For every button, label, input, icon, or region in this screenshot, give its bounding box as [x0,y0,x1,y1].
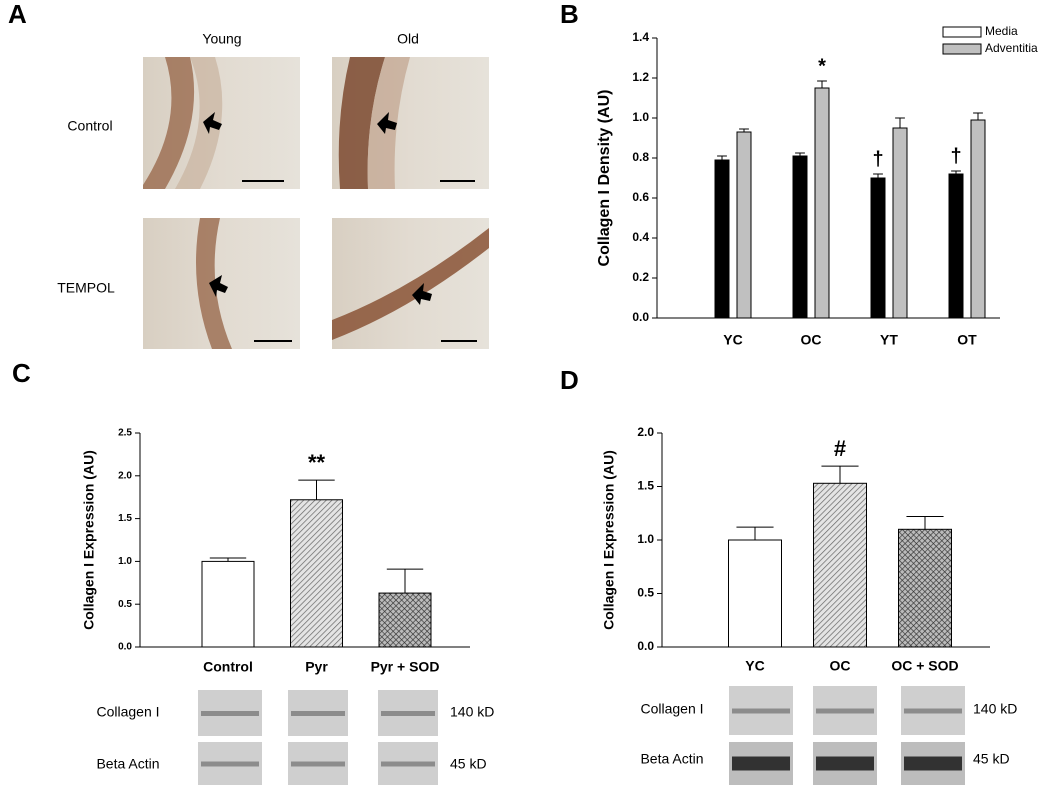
blot-band [816,708,874,714]
x-tick-label: YT [880,332,898,348]
blot-label: Beta Actin [640,751,703,767]
panel-letter: A [8,0,27,29]
annotation: ** [308,450,326,475]
bar [898,528,952,648]
y-tick-label: 1.0 [118,556,132,567]
y-tick-label: 2.5 [118,428,132,439]
x-tick-label: OC [801,332,822,348]
y-tick-label: 1.4 [632,30,649,44]
column-label: Young [202,31,241,47]
x-tick-label: YC [745,658,764,674]
blot-band [904,708,962,714]
blot-band [732,708,790,714]
blot-band [381,711,435,716]
annotation: † [872,148,883,170]
y-tick-label: 1.5 [637,479,654,493]
blot-size: 45 kD [450,756,487,772]
blot-label: Beta Actin [96,756,159,772]
blot-label: Collagen I [640,701,703,717]
panel-a: A Young Old Control TEMPOL [8,0,489,349]
panel: C 0.0 0.5 1.0 1.5 2.0 2.5 Collagen I Expression… [12,358,494,785]
legend-label: Adventitia [985,41,1038,55]
panel: B 0.0 0.2 0.4 0.6 0.8 1.0 1.2 1.4 Collagen I Dens… [560,0,1038,348]
y-axis-label: Collagen I Density (AU) [596,90,613,267]
annotation: # [834,436,846,461]
y-tick-label: 1.0 [637,532,654,546]
x-tick-label: OC + SOD [891,658,958,674]
y-tick-label: 2.0 [637,425,654,439]
blot-band [732,756,790,771]
y-tick-label: 0.0 [632,310,649,324]
blot-band [291,711,345,716]
blot-size: 140 kD [450,704,494,720]
blot-band [904,756,962,771]
micrograph [143,218,300,349]
x-tick-label: OC [830,658,851,674]
bar [736,131,752,319]
panel: D 0.0 0.5 1.0 1.5 2.0 Collagen I Expression (A… [560,365,1017,785]
micrograph [332,57,489,189]
bar [948,173,964,319]
bar [970,119,986,319]
y-axis-label: Collagen I Expression (AU) [81,450,97,630]
blot-band [201,711,259,716]
blot-band [291,761,345,767]
y-axis-label: Collagen I Expression (AU) [601,450,617,630]
y-tick-label: 1.0 [632,110,649,124]
bar [378,592,432,648]
y-tick-label: 0.5 [118,599,132,610]
y-tick-label: 0.8 [632,150,649,164]
bar [714,159,730,319]
column-label: Old [397,31,419,47]
y-tick-label: 1.5 [118,513,132,524]
blot-size: 140 kD [973,701,1017,717]
blot-band [381,761,435,767]
x-tick-label: OT [957,332,977,348]
legend-label: Media [985,24,1018,38]
legend-swatch [942,43,982,55]
y-tick-label: 1.2 [632,70,649,84]
y-tick-label: 0.0 [118,642,132,653]
y-tick-label: 0.6 [632,190,649,204]
panel-letter: D [560,365,579,395]
bar [870,177,886,319]
bar [290,499,343,648]
panel-letter: C [12,358,31,388]
x-tick-label: Pyr + SOD [371,659,440,675]
row-label: Control [67,118,112,134]
bar [892,127,908,319]
blot-band [201,761,259,767]
legend-swatch [942,26,982,38]
blot-label: Collagen I [96,704,159,720]
x-tick-label: Control [203,659,253,675]
bar [813,482,867,648]
micrograph [332,218,489,349]
annotation: † [950,145,961,167]
y-tick-label: 0.4 [632,230,649,244]
micrograph [143,57,300,189]
y-tick-label: 0.0 [637,639,654,653]
y-tick-label: 0.2 [632,270,649,284]
row-label: TEMPOL [57,280,115,296]
bar [201,560,255,648]
panel-letter: B [560,0,579,29]
blot-size: 45 kD [973,751,1010,767]
x-tick-label: YC [723,332,742,348]
bar [814,87,830,319]
bar [792,155,808,319]
x-tick-label: Pyr [305,659,328,675]
blot-band [816,756,874,771]
y-tick-label: 0.5 [637,586,654,600]
annotation: * [818,55,826,77]
bar [728,539,782,648]
y-tick-label: 2.0 [118,470,132,481]
